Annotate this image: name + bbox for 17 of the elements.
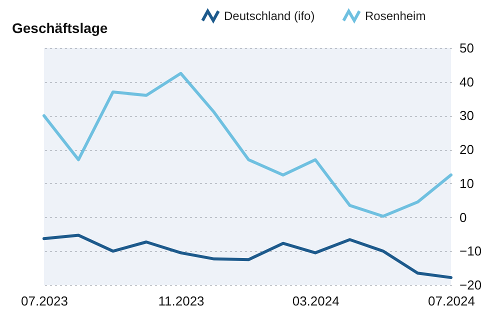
y-tick-label: 30 <box>460 108 474 124</box>
y-tick-label: 40 <box>460 74 474 90</box>
x-tick-label: 11.2023 <box>158 294 204 308</box>
y-tick-label: 0 <box>460 210 467 225</box>
chart-title: Geschäftslage <box>12 20 108 36</box>
x-tick-label: 03.2024 <box>292 294 340 308</box>
x-tick-label: 07.2024 <box>428 294 475 308</box>
y-tick-label: −20 <box>460 278 482 292</box>
x-tick-label: 07.2023 <box>21 294 68 308</box>
y-tick-label: −10 <box>460 244 482 259</box>
line-series <box>42 72 452 218</box>
legend-label: Deutschland (ifo) <box>224 8 315 23</box>
legend-label: Rosenheim <box>365 8 426 23</box>
y-tick-label: 50 <box>460 40 474 56</box>
line-series <box>42 234 452 280</box>
y-tick-label: 10 <box>460 176 474 191</box>
y-tick-label: 20 <box>460 142 474 158</box>
